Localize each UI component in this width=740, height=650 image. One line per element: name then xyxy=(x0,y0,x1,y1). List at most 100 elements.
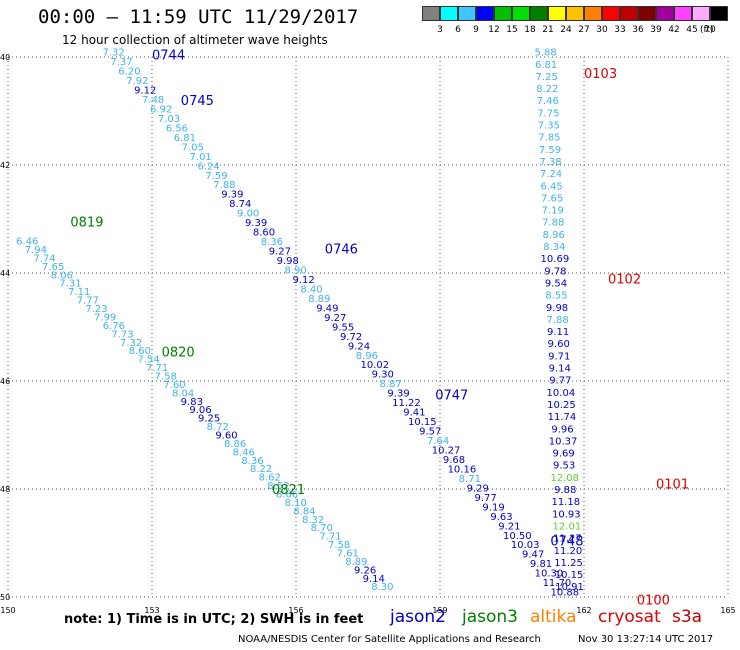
wave-height-value: 10.50 xyxy=(503,531,532,542)
wave-height-value: 9.39 xyxy=(387,389,409,400)
wave-height-value: 7.92 xyxy=(126,76,148,87)
wave-height-value: 7.48 xyxy=(142,95,164,106)
wave-height-value: 7.71 xyxy=(319,532,341,543)
wave-height-value: 10.88 xyxy=(550,588,579,599)
pass-time-label: 0744 xyxy=(152,48,185,63)
wave-height-value: 11.18 xyxy=(551,497,580,508)
pass-time-label: 0100 xyxy=(637,594,670,609)
wave-height-value: 8.36 xyxy=(261,237,283,248)
wave-height-value: 8.90 xyxy=(285,265,307,276)
wave-height-value: 9.14 xyxy=(549,364,571,375)
wave-height-value: 7.60 xyxy=(163,380,185,391)
wave-height-value: 7.61 xyxy=(337,548,359,559)
wave-height-value: 7.88 xyxy=(213,180,235,191)
wave-height-value: 7.94 xyxy=(25,245,47,256)
wave-height-value: 7.73 xyxy=(111,329,133,340)
legend-swatch xyxy=(494,6,512,21)
wave-height-value: 7.88 xyxy=(546,315,568,326)
wave-height-value: 9.98 xyxy=(277,256,299,267)
wave-height-value: 10.04 xyxy=(547,388,576,399)
wave-height-value: 6.81 xyxy=(535,60,557,71)
wave-height-value: 7.46 xyxy=(537,96,559,107)
wave-height-value: 12.08 xyxy=(550,473,579,484)
wave-height-value: 8.60 xyxy=(129,346,151,357)
legend-swatch xyxy=(638,6,656,21)
wave-height-value: 7.54 xyxy=(137,355,159,366)
lon-label: 150 xyxy=(0,606,15,615)
wave-height-value: 11.70 xyxy=(543,578,572,589)
wave-height-value: 9.69 xyxy=(552,449,574,460)
lon-label: 153 xyxy=(144,606,159,615)
wave-height-value: 9.41 xyxy=(403,408,425,419)
wave-height-value: 8.32 xyxy=(302,515,324,526)
wave-height-value: 9.49 xyxy=(316,303,338,314)
wave-height-value: 7.37 xyxy=(110,57,132,68)
legend-label: 24 xyxy=(560,25,572,35)
wave-height-value: 7.23 xyxy=(85,304,107,315)
wave-height-value: 8.40 xyxy=(300,284,322,295)
legend-swatch xyxy=(530,6,548,21)
legend-label: 27 xyxy=(578,25,590,35)
satellite-label: jason3 xyxy=(462,607,518,627)
page-title: 00:00 – 11:59 UTC 11/29/2017 xyxy=(38,6,359,28)
wave-height-value: 7.99 xyxy=(94,312,116,323)
wave-height-value: 11.25 xyxy=(554,558,583,569)
legend-label: 45 xyxy=(686,25,698,35)
wave-height-value: 7.85 xyxy=(538,133,560,144)
pass-time-label: 0748 xyxy=(550,534,583,549)
wave-height-value: 9.77 xyxy=(475,493,497,504)
wave-height-value: 6.81 xyxy=(174,133,196,144)
lon-label: 162 xyxy=(576,606,591,615)
wave-height-value: 8.71 xyxy=(459,474,481,485)
legend-label: 9 xyxy=(473,25,479,35)
wave-height-value: 9.30 xyxy=(372,370,394,381)
wave-height-value: 9.98 xyxy=(546,303,568,314)
wave-height-value: 9.39 xyxy=(245,218,267,229)
wave-height-value: 7.25 xyxy=(536,72,558,83)
wave-height-value: 9.19 xyxy=(482,502,504,513)
pass-time-label: 0747 xyxy=(435,389,468,404)
wave-height-value: 9.29 xyxy=(467,483,489,494)
legend-label: 33 xyxy=(614,25,626,35)
wave-height-value: 10.03 xyxy=(511,540,540,551)
wave-height-value: 8.60 xyxy=(253,228,275,239)
map-subtitle: 12 hour collection of altimeter wave hei… xyxy=(62,33,328,47)
wave-height-value: 9.77 xyxy=(549,376,571,387)
wave-height-value: 8.84 xyxy=(293,506,315,517)
legend-swatch xyxy=(710,6,728,21)
wave-height-value: 10.91 xyxy=(555,582,584,593)
wave-height-value: 7.03 xyxy=(158,114,180,125)
wave-height-value: 8.46 xyxy=(233,447,255,458)
wave-height-value: 8.06 xyxy=(51,270,73,281)
wave-height-value: 7.05 xyxy=(182,142,204,153)
wave-height-value: 9.60 xyxy=(215,430,237,441)
satellite-label: jason2 xyxy=(390,607,446,627)
wave-height-value: 9.21 xyxy=(498,521,520,532)
legend-label: 36 xyxy=(632,25,644,35)
wave-height-value: 9.83 xyxy=(181,397,203,408)
wave-height-value: 10.93 xyxy=(552,509,581,520)
pass-time-label: 0746 xyxy=(325,243,358,258)
wave-height-value: 8.34 xyxy=(543,242,565,253)
wave-height-value: 9.72 xyxy=(340,332,362,343)
wave-height-value: 7.38 xyxy=(539,157,561,168)
wave-height-value: 7.65 xyxy=(541,193,563,204)
satellite-label: s3a xyxy=(672,607,703,627)
legend-swatch xyxy=(620,6,638,21)
wave-height-value: 7.71 xyxy=(146,363,168,374)
wave-height-value: 8.72 xyxy=(207,422,229,433)
lat-label: 42 xyxy=(0,161,10,170)
wave-height-value: 7.58 xyxy=(328,540,350,551)
wave-height-value: 9.26 xyxy=(354,565,376,576)
legend-swatch xyxy=(440,6,458,21)
wave-height-value: 9.57 xyxy=(419,427,441,438)
legend-label: 3 xyxy=(437,25,443,35)
pass-time-label: 0819 xyxy=(70,216,103,231)
wave-height-value: 9.88 xyxy=(554,485,576,496)
legend-swatch xyxy=(476,6,494,21)
wave-height-value: 8.96 xyxy=(543,230,565,241)
wave-height-value: 10.15 xyxy=(555,570,584,581)
lat-label: 50 xyxy=(0,593,10,602)
wave-height-value: 10.16 xyxy=(448,464,477,475)
